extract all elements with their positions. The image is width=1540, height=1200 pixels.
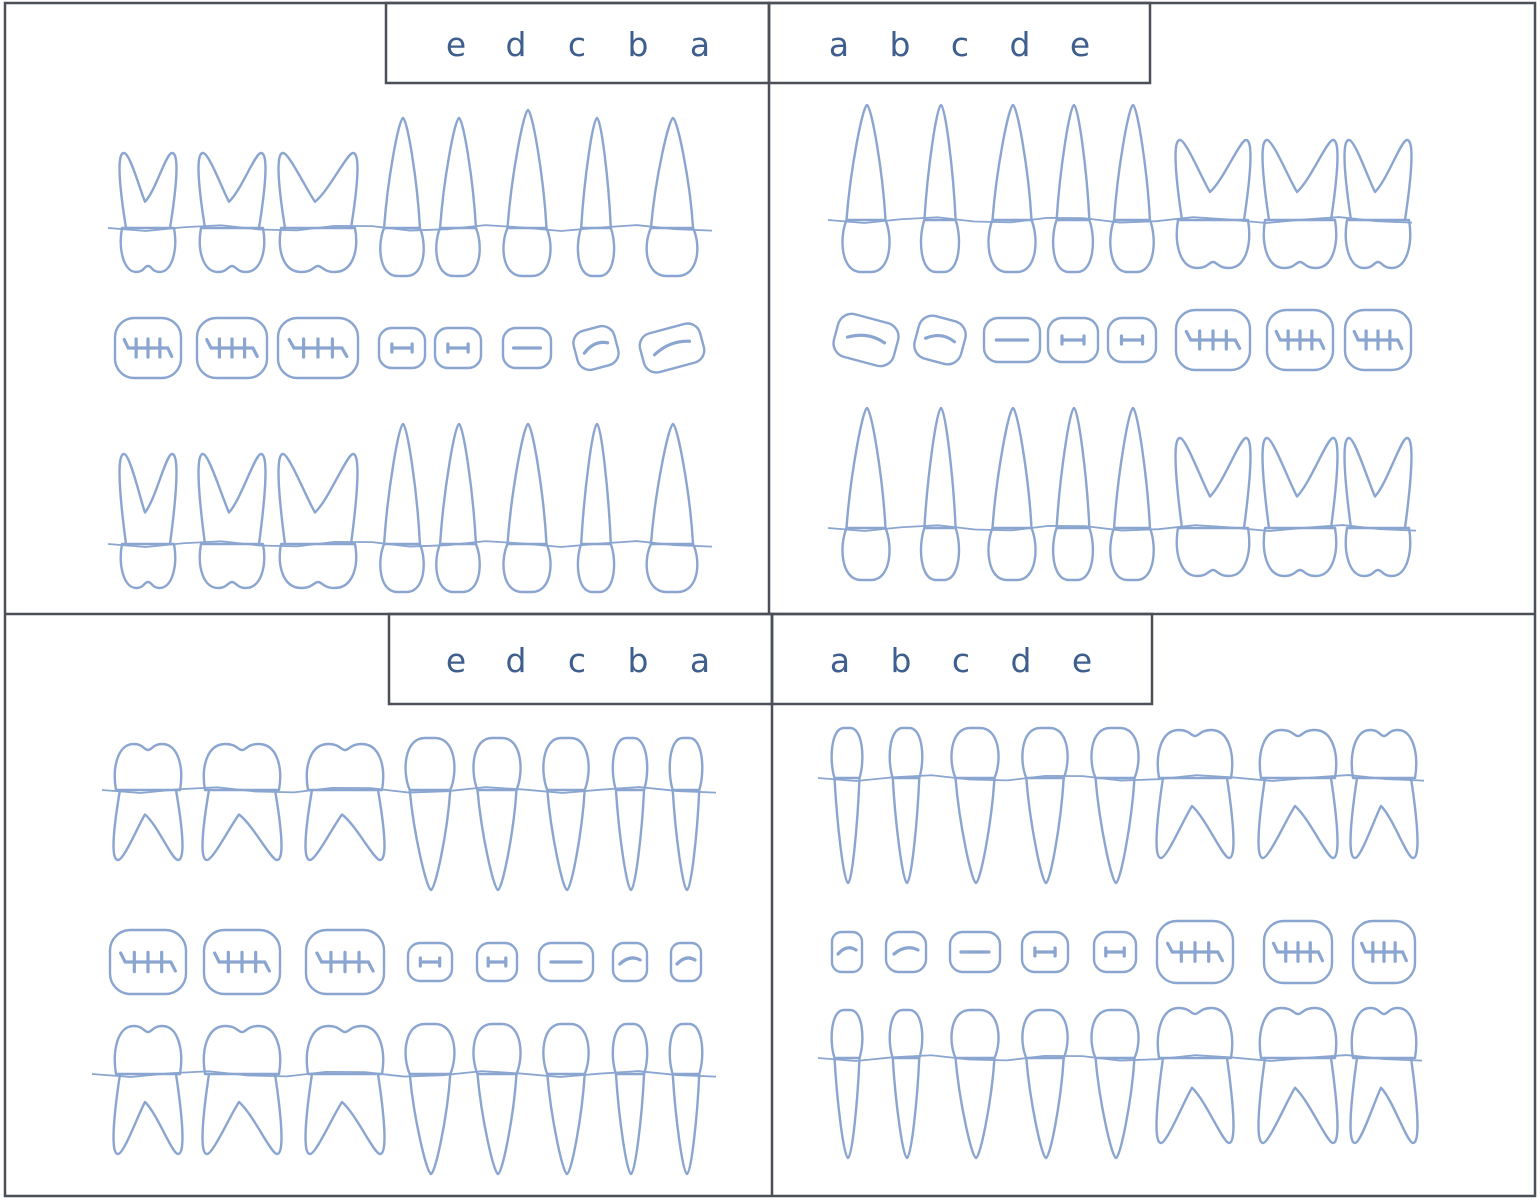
tooth-letter-d: d <box>506 641 527 680</box>
label-box-lower-left <box>770 612 1154 706</box>
occlusal-view <box>830 930 864 974</box>
occlusal-view <box>948 930 1002 974</box>
occlusal-view <box>1020 930 1070 974</box>
tooth-letter-c: c <box>568 25 586 64</box>
gum-line <box>91 1070 717 1078</box>
occlusal-view <box>537 941 595 983</box>
occlusal-view <box>1046 316 1100 364</box>
tooth-letter-b: b <box>628 25 649 64</box>
upper-right-teeth <box>107 108 713 594</box>
tooth-letter-a: a <box>830 641 850 680</box>
tooth-letter-d: d <box>506 25 527 64</box>
occlusal-view <box>638 322 706 374</box>
occlusal-view <box>276 316 360 380</box>
labels-lower-left: a b c d e <box>830 641 1092 680</box>
occlusal-view <box>1174 308 1252 372</box>
upper-left-teeth <box>827 103 1417 582</box>
labels-upper-left: a b c d e <box>829 25 1090 64</box>
tooth-letter-d: d <box>1011 641 1032 680</box>
label-box-upper-left <box>767 1 1152 85</box>
tooth-letter-c: c <box>952 641 970 680</box>
tooth-letter-e: e <box>446 641 466 680</box>
tooth-letter-b: b <box>628 641 649 680</box>
tooth-letter-e: e <box>1072 641 1092 680</box>
occlusal-view <box>501 326 553 370</box>
lower-left-teeth <box>817 726 1425 1160</box>
tooth-drawings <box>91 103 1425 1176</box>
tooth-letter-c: c <box>568 641 586 680</box>
occlusal-view <box>1265 308 1335 372</box>
tooth-letter-a: a <box>829 25 849 64</box>
occlusal-view <box>669 941 703 983</box>
tooth-letter-a: a <box>690 25 710 64</box>
occlusal-view <box>1351 919 1417 985</box>
occlusal-view <box>113 316 183 380</box>
tooth-letter-c: c <box>951 25 969 64</box>
occlusal-view <box>433 326 483 370</box>
occlusal-view <box>572 324 620 372</box>
tooth-letter-e: e <box>446 25 466 64</box>
occlusal-view <box>195 316 269 380</box>
tooth-letter-a: a <box>690 641 710 680</box>
tooth-letter-e: e <box>1070 25 1090 64</box>
tooth-letter-b: b <box>891 641 912 680</box>
occlusal-view <box>1262 919 1334 985</box>
occlusal-view <box>406 941 454 983</box>
labels-lower-right: e d c b a <box>446 641 710 680</box>
occlusal-view <box>377 326 427 370</box>
occlusal-view <box>475 941 519 983</box>
occlusal-view <box>1343 308 1413 372</box>
tooth-letter-b: b <box>890 25 911 64</box>
quadrant-frames <box>3 1 1537 1198</box>
tooth-letter-d: d <box>1010 25 1031 64</box>
labels-upper-right: e d c b a <box>446 25 710 64</box>
lower-right-teeth <box>91 736 717 1176</box>
occlusal-view <box>611 941 649 983</box>
occlusal-view <box>1106 316 1158 364</box>
occlusal-view <box>1155 919 1235 985</box>
occlusal-view <box>913 314 967 366</box>
occlusal-view <box>884 930 928 974</box>
occlusal-view <box>304 928 386 996</box>
occlusal-view <box>108 928 188 996</box>
occlusal-view <box>832 312 900 368</box>
occlusal-view <box>1092 930 1138 974</box>
occlusal-view <box>982 316 1042 364</box>
occlusal-view <box>202 928 282 996</box>
